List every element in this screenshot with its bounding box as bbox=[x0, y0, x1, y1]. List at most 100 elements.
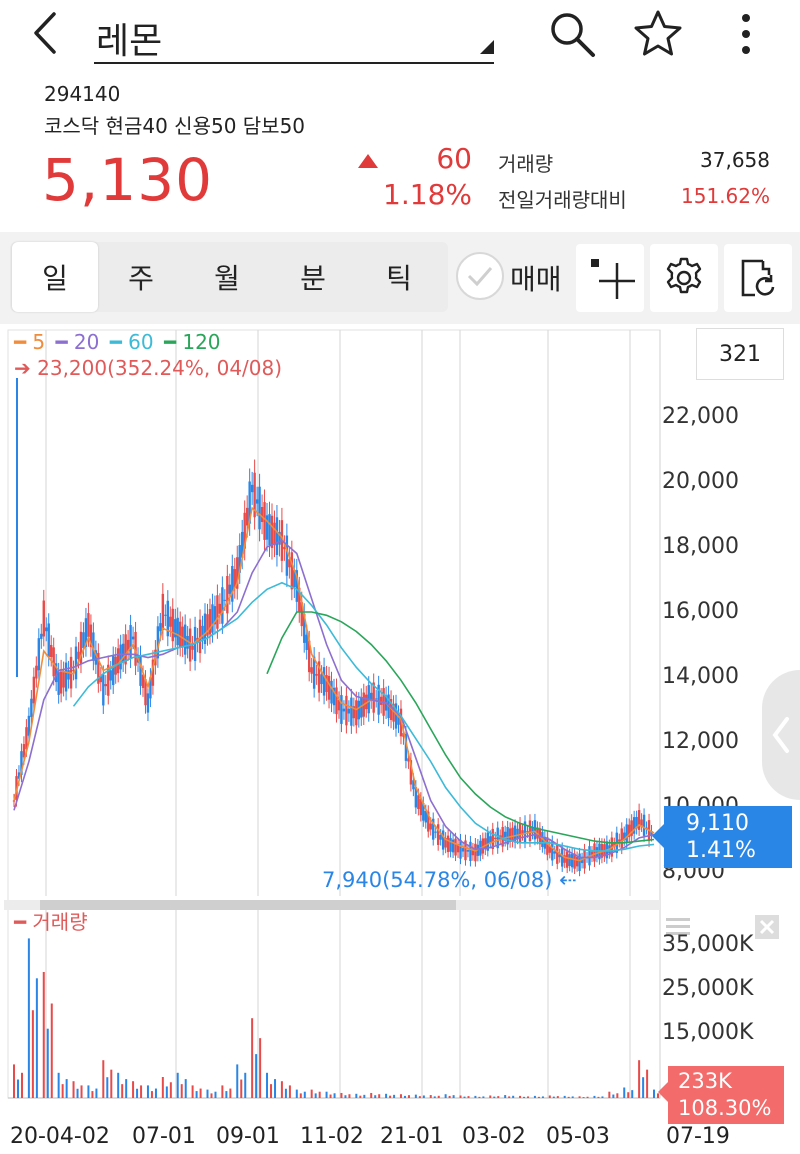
candle-body bbox=[35, 665, 38, 679]
candle-body bbox=[575, 857, 579, 867]
legend-ma5: ━ 5 bbox=[14, 330, 46, 354]
volume-bar bbox=[642, 1077, 645, 1098]
candle-count-box[interactable]: 321 bbox=[696, 328, 784, 380]
candle-body bbox=[494, 837, 497, 840]
candle-body bbox=[169, 616, 172, 627]
back-button[interactable] bbox=[22, 8, 72, 58]
candle-body bbox=[526, 830, 529, 832]
candle-body bbox=[174, 619, 177, 638]
volume-bar bbox=[519, 1095, 522, 1098]
close-icon[interactable] bbox=[754, 914, 780, 940]
tab-week[interactable]: 주 bbox=[128, 262, 154, 295]
candle-body bbox=[64, 662, 68, 692]
tab-day[interactable]: 일 bbox=[12, 242, 98, 312]
candle-body bbox=[79, 631, 83, 664]
reload-chart-button[interactable] bbox=[724, 244, 792, 312]
volume-bar bbox=[35, 978, 38, 1098]
volume-bar bbox=[533, 1095, 536, 1098]
volume-bar bbox=[608, 1091, 611, 1098]
side-panel-toggle[interactable] bbox=[762, 670, 800, 800]
stock-search-field[interactable]: 레몬 bbox=[94, 6, 494, 64]
y-tick: 16,000 bbox=[662, 599, 739, 624]
volume-bar bbox=[314, 1093, 317, 1098]
tab-minute[interactable]: 분 bbox=[300, 262, 326, 295]
gear-icon bbox=[666, 257, 702, 294]
candle-body bbox=[218, 603, 222, 614]
volume-bar bbox=[593, 1095, 596, 1098]
legend-ma120: ━ 120 bbox=[163, 330, 221, 354]
candle-body bbox=[283, 546, 286, 550]
candle-body bbox=[459, 839, 462, 859]
candle-body bbox=[47, 623, 50, 657]
candle-body bbox=[419, 798, 423, 816]
candle-body bbox=[89, 624, 93, 648]
candle-body bbox=[203, 613, 207, 645]
volume-bar bbox=[180, 1084, 183, 1098]
search-icon bbox=[551, 13, 595, 57]
candle-body bbox=[112, 655, 115, 686]
menu-icon[interactable] bbox=[664, 914, 694, 940]
ma-line-120 bbox=[266, 611, 655, 844]
search-button[interactable] bbox=[544, 6, 600, 62]
volume-bar bbox=[13, 1064, 15, 1098]
candle-body bbox=[613, 843, 616, 847]
chart-scrollbar[interactable] bbox=[40, 900, 456, 910]
candle-body bbox=[404, 733, 408, 761]
y-tick: 12,000 bbox=[662, 729, 739, 754]
candle-body bbox=[231, 565, 234, 602]
x-tick: 20-04-02 bbox=[10, 1124, 110, 1149]
candle-body bbox=[590, 851, 594, 857]
more-button[interactable] bbox=[718, 6, 774, 62]
candle-body bbox=[565, 851, 569, 868]
legend-ma20: ━ 20 bbox=[55, 330, 100, 354]
candle-body bbox=[312, 656, 316, 689]
candle-body bbox=[377, 684, 380, 715]
candle-body bbox=[345, 695, 348, 726]
volume-bar bbox=[467, 1096, 470, 1098]
tab-tick[interactable]: 틱 bbox=[386, 262, 412, 295]
volume-bar bbox=[344, 1095, 347, 1098]
candle-body bbox=[461, 848, 465, 852]
candle-body bbox=[417, 795, 420, 810]
candle-body bbox=[59, 669, 63, 694]
candle-body bbox=[12, 800, 16, 802]
candle-body bbox=[627, 824, 631, 838]
candle-body bbox=[347, 708, 351, 714]
x-tick: 21-01 bbox=[380, 1124, 444, 1149]
back-icon bbox=[34, 12, 56, 54]
chart-area[interactable] bbox=[0, 324, 800, 1154]
candle-body bbox=[489, 836, 492, 843]
volume-bar bbox=[378, 1094, 381, 1098]
candle-body bbox=[315, 673, 318, 676]
crosshair-button[interactable] bbox=[576, 244, 644, 312]
candle-body bbox=[501, 826, 504, 847]
volume-bar bbox=[493, 1096, 496, 1098]
favorite-button[interactable] bbox=[630, 6, 686, 62]
volume-bar bbox=[563, 1095, 566, 1098]
volume-bar bbox=[325, 1091, 328, 1098]
up-arrow-icon bbox=[358, 154, 378, 168]
tab-month[interactable]: 월 bbox=[214, 262, 240, 295]
volume-bar bbox=[214, 1091, 217, 1098]
candle-body bbox=[161, 593, 165, 631]
candle-body bbox=[484, 838, 487, 850]
volume-bar bbox=[459, 1095, 462, 1098]
candle-body bbox=[320, 674, 323, 685]
stock-market-info: 코스닥 현금40 신용50 담보50 bbox=[44, 114, 306, 138]
volume-bar bbox=[140, 1085, 143, 1098]
volume-bar bbox=[244, 1072, 247, 1098]
volume-bar bbox=[597, 1096, 600, 1098]
candle-body bbox=[548, 845, 552, 853]
candle-body bbox=[394, 703, 398, 729]
volume-bar bbox=[489, 1095, 492, 1098]
candle-body bbox=[491, 828, 494, 850]
settings-button[interactable] bbox=[650, 244, 718, 312]
trade-toggle[interactable] bbox=[456, 252, 504, 300]
volume-bar bbox=[229, 1088, 232, 1098]
candle-body bbox=[436, 824, 440, 845]
candle-body bbox=[285, 535, 289, 576]
candle-body bbox=[141, 674, 145, 688]
volume-bar bbox=[106, 1077, 109, 1098]
candle-body bbox=[211, 604, 214, 633]
volume-bar bbox=[91, 1091, 94, 1098]
